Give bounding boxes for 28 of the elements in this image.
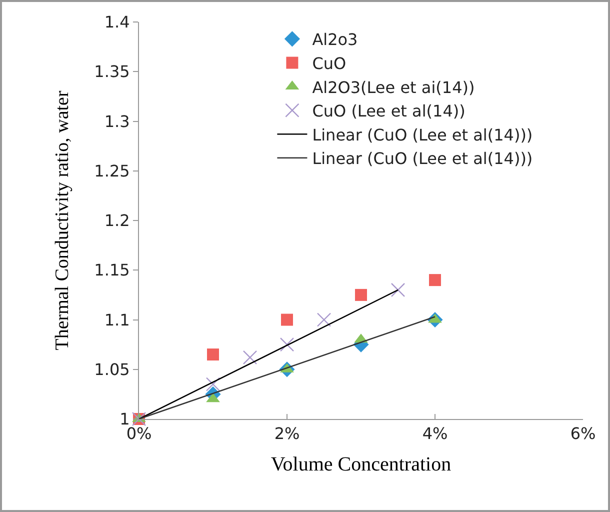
point <box>206 377 220 392</box>
y-tick-label: 1.25 <box>94 161 130 180</box>
x-tick-label: 2% <box>274 424 300 444</box>
legend-label: CuO (Lee et al(14)) <box>312 102 466 121</box>
legend-label: Al2o3 <box>312 30 358 50</box>
y-tick-label: 1.3 <box>104 112 130 131</box>
y-tick-label: 1.15 <box>94 260 130 280</box>
y-axis-title: Thermal Conductivity ratio, water <box>52 90 74 350</box>
point <box>390 282 406 298</box>
legend-label: Linear (CuO (Lee et al(14))) <box>312 149 533 168</box>
point <box>207 348 219 360</box>
legend-label: Linear (CuO (Lee et al(14))) <box>312 125 533 144</box>
point <box>242 350 258 365</box>
y-tick-label: 1.05 <box>94 360 130 379</box>
x-tick-label: 4% <box>422 424 448 444</box>
point <box>281 314 293 326</box>
y-tick-label: 1.4 <box>104 12 130 32</box>
legend-label: Al2O3(Lee et ai(14)) <box>312 78 475 97</box>
legend-label: CuO <box>312 54 346 73</box>
y-tick-label: 1.1 <box>104 310 130 330</box>
y-tick-label: 1.2 <box>104 211 130 230</box>
x-axis-title: Volume Concentration <box>270 454 452 476</box>
point <box>280 337 294 352</box>
point <box>429 274 441 286</box>
point <box>355 288 367 301</box>
y-tick-label: 1.35 <box>94 62 130 82</box>
point <box>316 312 332 327</box>
x-tick-label: 6% <box>570 424 596 444</box>
